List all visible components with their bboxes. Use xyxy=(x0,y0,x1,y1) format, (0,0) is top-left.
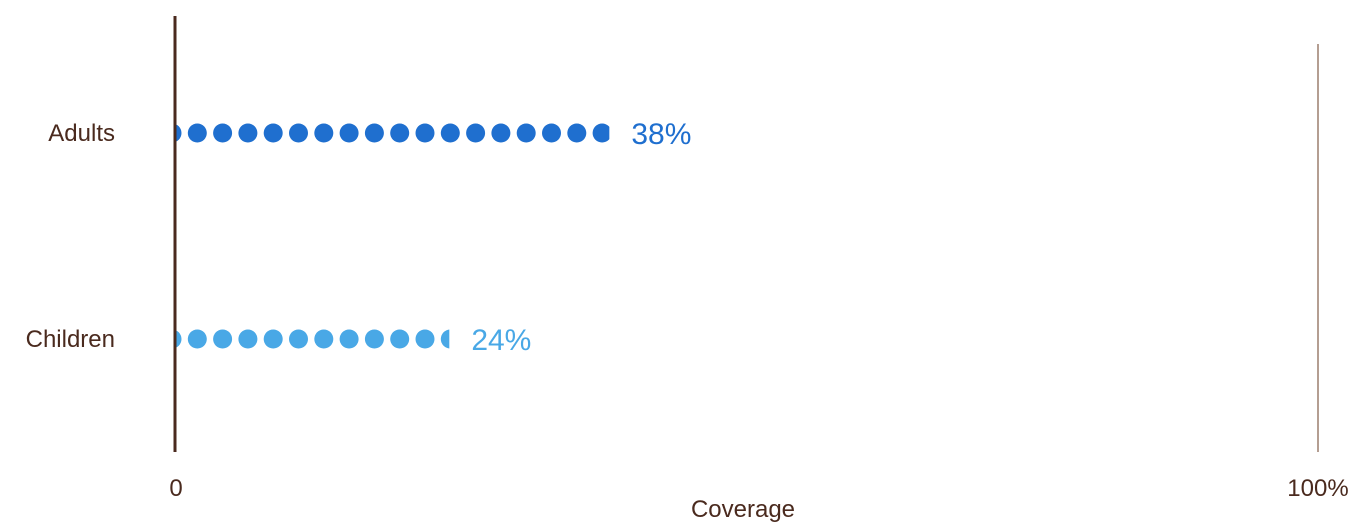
labels-layer: Adults 38% Children 24% xyxy=(26,118,692,357)
x-tick-label-0: 0 xyxy=(169,475,182,502)
bar-dot xyxy=(415,329,435,349)
bar-dot xyxy=(339,123,359,143)
x-axis-title: Coverage xyxy=(691,496,795,523)
bar-dot xyxy=(466,123,486,143)
bar-dot xyxy=(314,123,334,143)
bar-dot xyxy=(238,329,258,349)
bar-dot xyxy=(364,123,384,143)
bar-dot xyxy=(415,123,435,143)
bar-dot xyxy=(542,123,561,143)
bar-dot xyxy=(175,329,182,349)
bar-dot xyxy=(491,123,511,143)
bar-dot xyxy=(314,329,334,349)
bar-dot xyxy=(289,123,308,143)
bar-dot xyxy=(263,123,283,143)
x-tick-label-100: 100% xyxy=(1287,475,1348,502)
bar-dot xyxy=(238,123,258,143)
bar-dot xyxy=(289,329,308,349)
bar-dot xyxy=(187,329,207,349)
bar-adults xyxy=(175,123,610,143)
bar-dot xyxy=(175,123,182,143)
bar-dot xyxy=(263,329,283,349)
bar-dot xyxy=(187,123,207,143)
category-label-children: Children xyxy=(26,326,115,353)
bar-dot xyxy=(213,329,233,349)
bars-layer xyxy=(175,123,610,349)
bar-dot xyxy=(390,329,410,349)
value-label-children: 24% xyxy=(471,324,531,357)
bar-dot xyxy=(213,123,233,143)
bar-dot xyxy=(364,329,384,349)
bar-dot xyxy=(440,329,450,349)
bar-dot xyxy=(516,123,536,143)
bar-dot xyxy=(390,123,410,143)
category-label-adults: Adults xyxy=(48,120,115,147)
value-label-adults: 38% xyxy=(631,118,691,151)
bar-children xyxy=(175,329,450,349)
bar-dot xyxy=(567,123,587,143)
bar-dot xyxy=(339,329,359,349)
bar-dot xyxy=(592,123,610,143)
bar-dot xyxy=(440,123,460,143)
